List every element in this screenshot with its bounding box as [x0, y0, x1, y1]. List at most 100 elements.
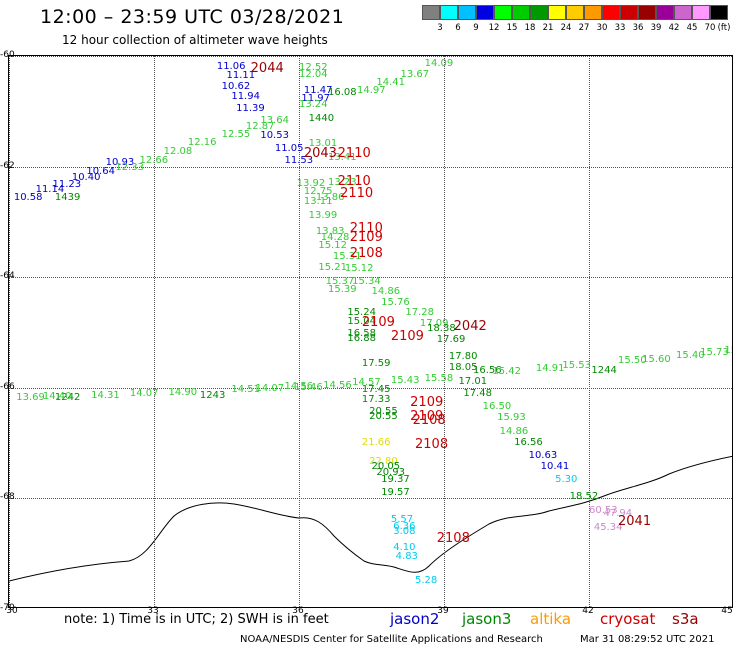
wave-height-value: 16.56: [473, 364, 502, 376]
wave-height-value: 15.73: [700, 346, 729, 358]
color-scale-swatch: [692, 5, 710, 20]
wave-height-value: 14.51: [231, 384, 260, 396]
wave-height-value: 13.41: [328, 151, 357, 163]
page-title: 12:00 – 23:59 UTC 03/28/2021: [40, 6, 345, 28]
color-scale-label: 42: [668, 23, 680, 33]
wave-height-value: 17.69: [436, 334, 466, 346]
wave-height-value: 17.28: [405, 306, 434, 318]
wave-height-value: 13.86: [315, 191, 345, 203]
wave-height-value: 4.10: [393, 541, 416, 553]
wave-height-value: 20.55: [369, 410, 398, 422]
wave-height-value: 14.28: [320, 231, 350, 243]
page-subtitle: 12 hour collection of altimeter wave hei…: [62, 33, 328, 47]
wave-height-value: 14.57: [352, 377, 381, 389]
wave-height-value: 3.08: [393, 526, 416, 538]
color-scale-swatch: [476, 5, 494, 20]
color-scale-label: 70: [704, 23, 716, 33]
wave-height-value: 14.86: [499, 425, 529, 437]
pass-time-label: 2108: [415, 436, 449, 452]
legend-jason3: jason3: [462, 610, 512, 628]
wave-height-value: 15.12: [318, 240, 347, 252]
pass-time-label: 2109: [390, 328, 424, 344]
map-area[interactable]: 11.06 11.11 10.62 11.94 11.39 10.53 11.05 11.53…: [8, 55, 733, 608]
wave-height-value: 18.38: [427, 323, 456, 335]
wave-height-value: 17.48: [463, 388, 492, 400]
wave-height-value: 11.39: [236, 103, 265, 115]
color-scale-label: 27: [578, 23, 590, 33]
color-scale-label: 21: [542, 23, 554, 33]
color-scale-unit: (ft): [717, 23, 731, 33]
footnote: note: 1) Time is in UTC; 2) SWH is in fe…: [64, 612, 329, 627]
wave-height-value: 12.33: [115, 161, 144, 173]
wave-height-value: 15.42: [492, 366, 521, 378]
wave-height-value: 15.53: [562, 360, 592, 372]
wave-height-value: 1242: [54, 392, 81, 404]
latitude-label: -66: [0, 381, 15, 392]
wave-height-value: 19.57: [381, 487, 410, 499]
pass-time-label: 2109: [410, 408, 444, 424]
wave-height-value: 18.52: [569, 490, 599, 502]
longitude-label: 45: [721, 606, 733, 616]
color-scale-label: 18: [524, 23, 536, 33]
pass-time-label: 2109: [361, 314, 395, 330]
wave-height-value: 20.05: [371, 461, 401, 473]
latitude-label: -62: [0, 160, 15, 171]
wave-height-value: 17.45: [361, 384, 391, 396]
wave-height-value: 13.64: [260, 114, 289, 126]
wave-height-value: 12.87: [245, 121, 275, 133]
color-scale-swatch: [584, 5, 602, 20]
wave-height-value: 14.41: [376, 77, 405, 89]
legend-jason2: jason2: [390, 610, 440, 628]
color-scale-swatch: [512, 5, 530, 20]
wave-height-value: 10.41: [540, 461, 570, 473]
latitude-label: -60: [0, 50, 15, 60]
latitude-gridline: [9, 277, 732, 279]
wave-height-value: 14.91: [535, 363, 565, 375]
legend-s3a: s3a: [672, 610, 699, 628]
wave-height-value: 14.07: [255, 382, 285, 394]
wave-height-value: 5.30: [555, 474, 578, 486]
antarctic-coastline: [9, 455, 732, 582]
legend-altika: altika: [530, 610, 572, 628]
latitude-gridline: [9, 166, 732, 168]
wave-height-value: 12.16: [187, 136, 217, 148]
wave-height-value: 16.08: [328, 86, 357, 98]
pass-time-label: 2041: [618, 513, 652, 529]
wave-height-value: 13.67: [400, 68, 430, 80]
latitude-label: -68: [0, 492, 15, 503]
latitude-gridline: [9, 56, 732, 57]
wave-height-value: 14.86: [371, 286, 401, 298]
color-scale-label: 24: [560, 23, 572, 33]
wave-height-value: 1244: [591, 364, 617, 376]
wave-height-value: 15.21: [318, 262, 347, 274]
wave-height-value: 16.56: [514, 436, 543, 448]
color-scale-swatch: [494, 5, 512, 20]
color-scale-swatch: [656, 5, 674, 20]
wave-height-value: 15.76: [381, 296, 410, 308]
color-scale-swatch: [548, 5, 566, 20]
longitude-gridline: [299, 56, 300, 607]
generated-timestamp: Mar 31 08:29:52 UTC 2021: [580, 634, 715, 645]
wave-height-value: 12.66: [139, 154, 169, 166]
wave-height-value: 1243: [199, 389, 226, 401]
wave-height-value: 17.33: [361, 393, 391, 405]
wave-height-value: 6.36: [393, 520, 416, 532]
wave-height-value: 14.09: [424, 57, 454, 69]
color-scale-label: 36: [632, 23, 644, 33]
longitude-label: 30: [6, 606, 18, 616]
wave-height-value: 11.06: [216, 60, 246, 72]
wave-height-value: 11.94: [231, 90, 260, 102]
wave-height-value: 15.12: [344, 263, 374, 275]
wave-height-value: 11.11: [226, 70, 256, 82]
wave-height-value: 17.09: [419, 317, 449, 329]
color-scale-swatch: [440, 5, 458, 20]
wave-height-value: 14.40: [42, 391, 72, 403]
wave-height-value: 12.75: [303, 186, 333, 198]
wave-height-value: 18.05: [448, 361, 478, 373]
wave-height-value: 10.58: [13, 191, 43, 203]
wave-height-value: 15.37: [325, 276, 355, 288]
latitude-gridline: [9, 498, 732, 500]
color-scale-swatch: [422, 5, 440, 20]
color-scale-label: 30: [596, 23, 608, 33]
wave-height-value: 10.64: [86, 165, 115, 177]
